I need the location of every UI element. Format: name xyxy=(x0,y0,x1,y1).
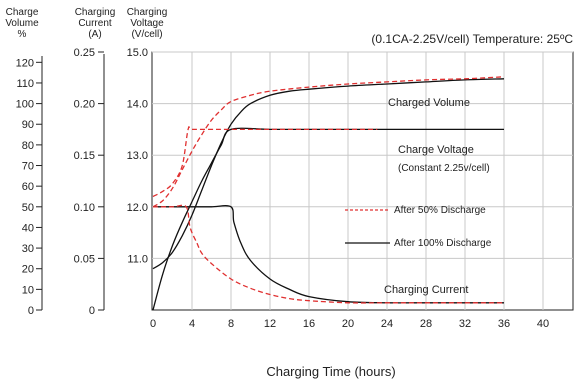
curves xyxy=(152,76,505,311)
current-tick-label: 0.15 xyxy=(74,150,95,162)
volume-tick-label: 80 xyxy=(22,140,34,152)
current-tick-label: 0.10 xyxy=(74,202,95,214)
volume-tick-label: 60 xyxy=(22,181,34,193)
volume-tick-label: 120 xyxy=(16,57,34,69)
gridlines xyxy=(152,51,573,310)
volume-tick-label: 10 xyxy=(22,284,34,296)
current-tick-label: 0.25 xyxy=(74,47,95,59)
x-tick-label: 36 xyxy=(498,318,510,330)
volume-axis-label-line3: % xyxy=(18,29,27,40)
voltage-tick-label: 15.0 xyxy=(127,47,148,59)
annotation-charging-current: Charging Current xyxy=(384,284,468,296)
x-tick-label: 4 xyxy=(189,318,195,330)
current-axis-label-line1: Charging xyxy=(75,7,116,18)
legend: After 50% Discharge After 100% Discharge xyxy=(345,205,492,249)
x-tick-label: 12 xyxy=(264,318,276,330)
current-tick-label: 0.20 xyxy=(74,99,95,111)
annotation-voltage-note: (Constant 2.25v/cell) xyxy=(398,163,490,174)
x-axis-label: Charging Time (hours) xyxy=(266,364,395,379)
voltage-tick-label: 11.0 xyxy=(127,253,148,265)
x-tick-label: 16 xyxy=(303,318,315,330)
volume-tick-label: 100 xyxy=(16,99,34,111)
voltage-tick-label: 12.0 xyxy=(127,202,148,214)
voltage-axis-label-line1: Charging xyxy=(127,7,168,18)
annotation-charge-voltage: Charge Voltage xyxy=(398,144,474,156)
volume-axis-label-line2: Volume xyxy=(5,18,39,29)
legend-label-after-100: After 100% Discharge xyxy=(394,238,492,249)
series-line-volume-after-100 xyxy=(152,78,505,270)
series-line-volume-after-50 xyxy=(152,76,505,208)
volume-tick-label: 110 xyxy=(16,78,34,90)
volume-tick-label: 50 xyxy=(22,202,34,214)
volume-tick-label: 30 xyxy=(22,243,34,255)
volume-axis-label-line1: Charge xyxy=(6,7,39,18)
volume-tick-label: 40 xyxy=(22,222,34,234)
series-line-current-after-50 xyxy=(152,204,504,304)
x-tick-label: 32 xyxy=(459,318,471,330)
current-axis-label-line3: (A) xyxy=(88,29,101,40)
volume-tick-label: 20 xyxy=(22,264,34,276)
x-tick-label: 40 xyxy=(537,318,549,330)
chart-title: (0.1CA-2.25V/cell) Temperature: 25ºC xyxy=(371,32,573,46)
voltage-tick-label: 14.0 xyxy=(127,99,148,111)
x-tick-label: 0 xyxy=(150,318,156,330)
series-line-voltage-after-50 xyxy=(152,126,378,198)
voltage-tick-label: 13.0 xyxy=(127,150,148,162)
voltage-axis-label-line2: Voltage xyxy=(130,18,164,29)
ticks: 0 4 8 12 16 20 24 28 32 36 40 11.0 12.0 13.0 14.0 15.0 0… xyxy=(16,47,549,330)
current-tick-label: 0.05 xyxy=(74,253,95,265)
plot-frame xyxy=(151,51,574,311)
series-line-current-after-100 xyxy=(152,205,504,304)
volume-tick-label: 0 xyxy=(28,305,34,317)
legend-label-after-50: After 50% Discharge xyxy=(394,205,486,216)
x-tick-label: 28 xyxy=(420,318,432,330)
voltage-axis-label-line3: (V/cell) xyxy=(131,29,162,40)
x-tick-label: 24 xyxy=(381,318,393,330)
volume-tick-label: 90 xyxy=(22,119,34,131)
current-tick-label: 0 xyxy=(89,305,95,317)
x-tick-label: 8 xyxy=(228,318,234,330)
x-tick-label: 20 xyxy=(342,318,354,330)
annotation-charged-volume: Charged Volume xyxy=(388,97,470,109)
volume-tick-label: 70 xyxy=(22,161,34,173)
current-axis-label-line2: Current xyxy=(78,18,112,29)
series-line-voltage-after-100 xyxy=(152,127,504,311)
